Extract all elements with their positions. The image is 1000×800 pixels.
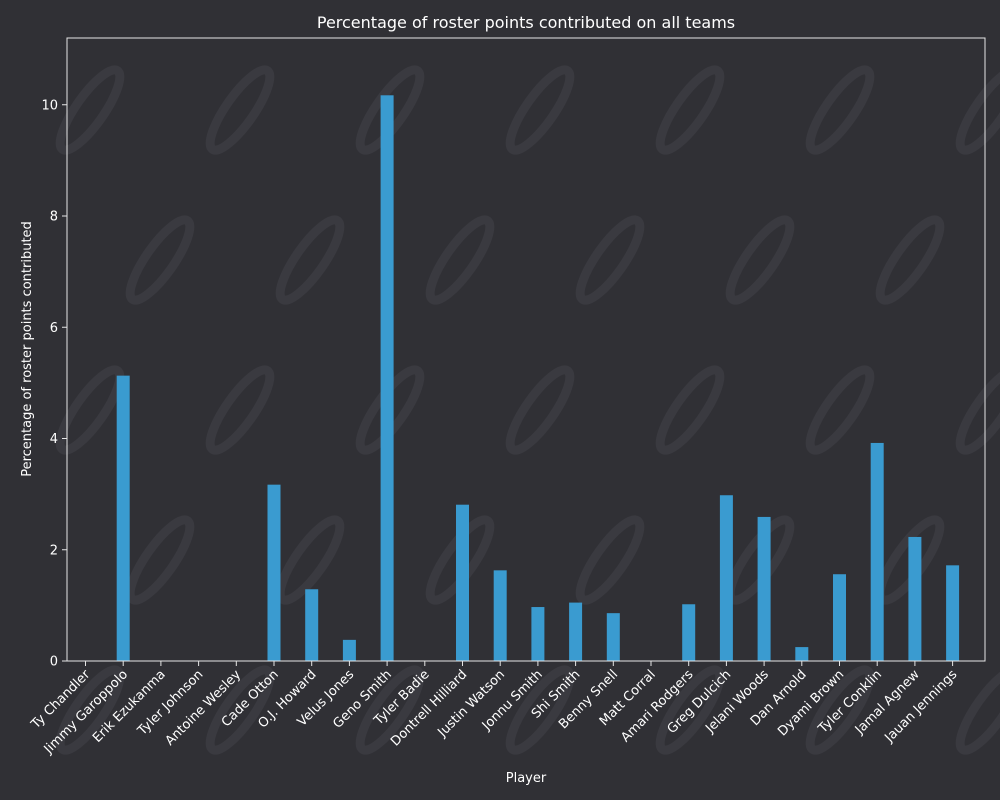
watermark-mark — [575, 515, 645, 605]
plot-frame — [66, 37, 986, 662]
watermark-mark — [505, 665, 575, 755]
axes-group — [66, 37, 986, 662]
watermark-mark — [125, 515, 195, 605]
y-tick-label: 10 — [41, 98, 58, 113]
bar — [757, 516, 771, 661]
watermark-mark — [55, 665, 125, 755]
bar — [116, 375, 130, 661]
watermark-mark — [955, 365, 1000, 455]
watermark-mark — [725, 215, 795, 305]
y-tick-label: 4 — [50, 432, 58, 447]
bar — [870, 442, 884, 661]
watermark-mark — [805, 665, 875, 755]
watermark-mark — [655, 665, 725, 755]
watermark-mark — [355, 665, 425, 755]
bar — [795, 647, 809, 661]
watermark-mark — [125, 215, 195, 305]
watermark-mark — [875, 215, 945, 305]
bar — [908, 536, 922, 661]
watermark-mark — [355, 365, 425, 455]
watermark-mark — [355, 65, 425, 155]
watermark-mark — [505, 365, 575, 455]
watermark-mark — [955, 65, 1000, 155]
y-tick-label: 6 — [50, 321, 58, 336]
watermark-mark — [55, 65, 125, 155]
watermark-layer — [55, 65, 1000, 755]
chart-title: Percentage of roster points contributed … — [317, 13, 735, 32]
bar — [606, 613, 620, 661]
watermark-mark — [955, 665, 1000, 755]
watermark-mark — [205, 365, 275, 455]
watermark-mark — [275, 215, 345, 305]
watermark-mark — [805, 65, 875, 155]
y-tick-label: 0 — [50, 655, 58, 670]
bar — [342, 639, 356, 661]
bar — [267, 484, 281, 661]
y-tick-label: 2 — [50, 543, 58, 558]
watermark-mark — [425, 515, 495, 605]
watermark-mark — [275, 515, 345, 605]
y-ticks-group: 0 2 4 6 8 10 — [41, 98, 67, 670]
y-tick-label: 8 — [50, 210, 58, 225]
watermark-mark — [205, 65, 275, 155]
bar — [456, 504, 469, 661]
bar — [493, 570, 507, 661]
watermark-mark — [55, 365, 125, 455]
watermark-mark — [655, 365, 725, 455]
watermark-mark — [205, 665, 275, 755]
bars-group — [116, 95, 960, 661]
bar — [569, 602, 583, 661]
watermark-mark — [425, 215, 495, 305]
watermark-mark — [655, 65, 725, 155]
watermark-mark — [505, 65, 575, 155]
bar — [719, 495, 733, 661]
y-axis-label: Percentage of roster points contributed — [20, 221, 35, 477]
x-axis-label: Player — [506, 771, 547, 786]
bar — [682, 604, 696, 661]
bar — [946, 565, 960, 661]
bar — [531, 607, 545, 661]
watermark-mark — [575, 215, 645, 305]
watermark-mark — [805, 365, 875, 455]
bar — [305, 589, 319, 661]
bar — [833, 574, 846, 661]
bar — [380, 95, 394, 661]
